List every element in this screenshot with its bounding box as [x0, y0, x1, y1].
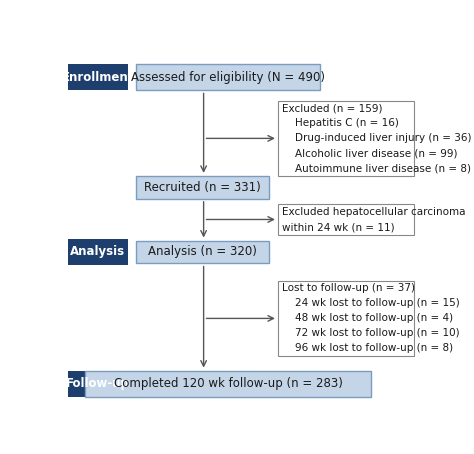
Text: 96 wk lost to follow-up (n = 8): 96 wk lost to follow-up (n = 8)	[282, 344, 453, 354]
Text: 24 wk lost to follow-up (n = 15): 24 wk lost to follow-up (n = 15)	[282, 298, 460, 308]
FancyBboxPatch shape	[67, 64, 128, 90]
Text: Hepatitis C (n = 16): Hepatitis C (n = 16)	[282, 118, 399, 128]
Text: Analysis: Analysis	[70, 246, 126, 258]
FancyBboxPatch shape	[278, 101, 414, 176]
FancyBboxPatch shape	[67, 370, 128, 397]
FancyBboxPatch shape	[137, 176, 269, 199]
FancyBboxPatch shape	[67, 239, 128, 265]
Text: Excluded (n = 159): Excluded (n = 159)	[282, 104, 383, 114]
Text: Analysis (n = 320): Analysis (n = 320)	[148, 246, 257, 258]
Text: Autoimmune liver disease (n = 8): Autoimmune liver disease (n = 8)	[282, 163, 471, 173]
FancyBboxPatch shape	[137, 241, 269, 263]
Text: Enrollment: Enrollment	[62, 71, 134, 84]
Text: Follow-up: Follow-up	[66, 377, 130, 390]
Text: Lost to follow-up (n = 37): Lost to follow-up (n = 37)	[282, 283, 415, 293]
FancyBboxPatch shape	[85, 370, 372, 397]
Text: Completed 120 wk follow-up (n = 283): Completed 120 wk follow-up (n = 283)	[114, 377, 343, 390]
FancyBboxPatch shape	[137, 64, 320, 90]
Text: 72 wk lost to follow-up (n = 10): 72 wk lost to follow-up (n = 10)	[282, 328, 460, 338]
Text: Drug-induced liver injury (n = 36): Drug-induced liver injury (n = 36)	[282, 133, 472, 143]
FancyBboxPatch shape	[278, 204, 414, 235]
Text: Alcoholic liver disease (n = 99): Alcoholic liver disease (n = 99)	[282, 148, 458, 158]
Text: Recruited (n = 331): Recruited (n = 331)	[144, 181, 261, 194]
Text: within 24 wk (n = 11): within 24 wk (n = 11)	[282, 222, 395, 232]
Text: 48 wk lost to follow-up (n = 4): 48 wk lost to follow-up (n = 4)	[282, 313, 453, 323]
FancyBboxPatch shape	[278, 281, 414, 356]
Text: Assessed for eligibility (N = 490): Assessed for eligibility (N = 490)	[131, 71, 325, 84]
Text: Excluded hepatocellular carcinoma: Excluded hepatocellular carcinoma	[282, 207, 466, 217]
